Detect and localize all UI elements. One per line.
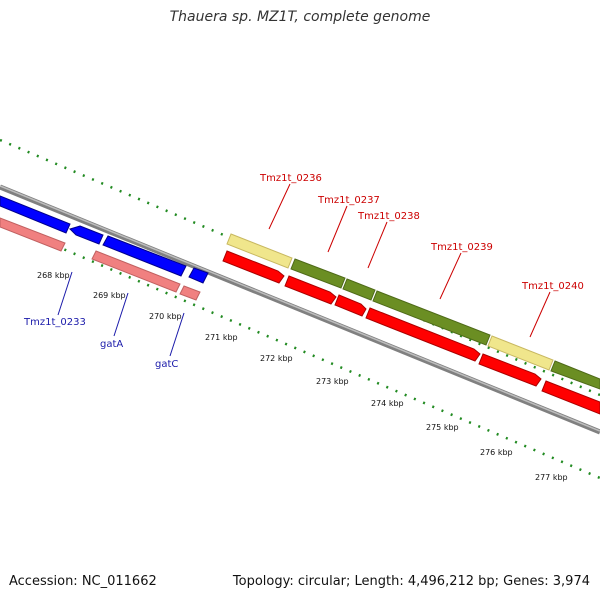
gene-label[interactable]: gatC xyxy=(155,359,178,370)
gene-label[interactable]: Tmz1t_0236 xyxy=(259,173,322,184)
gene-label[interactable]: Tmz1t_0239 xyxy=(430,242,493,253)
ruler-label: 270 kbp xyxy=(149,312,182,321)
cds-feature[interactable] xyxy=(226,233,293,269)
reverse-genes xyxy=(0,195,209,301)
cds-feature[interactable] xyxy=(372,290,491,346)
position-ruler: 268 kbp 269 kbp 270 kbp 271 kbp 272 kbp … xyxy=(37,271,568,482)
forward-gene-labels: Tmz1t_0236 Tmz1t_0237 Tmz1t_0238 Tmz1t_0… xyxy=(259,173,584,338)
gene-label[interactable]: Tmz1t_0233 xyxy=(23,317,86,328)
gene-label[interactable]: Tmz1t_0237 xyxy=(317,195,380,206)
gene-arrow[interactable] xyxy=(0,195,71,234)
ruler-label: 269 kbp xyxy=(93,291,126,300)
ruler-label: 274 kbp xyxy=(371,399,404,408)
reverse-gene-labels: Tmz1t_0233 gatA gatC xyxy=(23,271,185,370)
cds-feature[interactable] xyxy=(550,360,600,390)
gene-arrow[interactable] xyxy=(334,294,367,317)
gene-arrow[interactable] xyxy=(222,250,285,284)
cds-feature[interactable] xyxy=(290,258,346,289)
rna-feature[interactable] xyxy=(0,217,66,252)
genome-summary: Topology: circular; Length: 4,496,212 bp… xyxy=(232,574,590,589)
gene-label[interactable]: Tmz1t_0240 xyxy=(521,281,584,292)
ruler-label: 272 kbp xyxy=(260,354,293,363)
ruler-label: 277 kbp xyxy=(535,473,568,482)
ruler-label: 275 kbp xyxy=(426,423,459,432)
genome-backbone xyxy=(0,184,600,435)
gene-arrow[interactable] xyxy=(478,353,542,387)
ruler-label: 276 kbp xyxy=(480,448,513,457)
cds-feature[interactable] xyxy=(487,335,554,371)
forward-genes xyxy=(222,233,600,415)
gene-arrow[interactable] xyxy=(365,307,481,362)
gene-arrow[interactable] xyxy=(102,235,187,277)
cds-feature[interactable] xyxy=(342,278,376,301)
gene-arrow[interactable] xyxy=(541,380,600,415)
ruler-label: 271 kbp xyxy=(205,333,238,342)
rna-feature[interactable] xyxy=(179,285,201,301)
rna-feature[interactable] xyxy=(91,250,181,293)
map-title: Thauera sp. MZ1T, complete genome xyxy=(169,9,431,25)
gene-arrow[interactable] xyxy=(188,267,209,284)
gene-arrow[interactable] xyxy=(284,275,337,305)
accession-info: Accession: NC_011662 xyxy=(9,574,157,589)
gene-label[interactable]: gatA xyxy=(100,339,123,350)
gene-label[interactable]: Tmz1t_0238 xyxy=(357,211,420,222)
ruler-label: 273 kbp xyxy=(316,377,349,386)
ruler-label: 268 kbp xyxy=(37,271,70,280)
gene-arrow[interactable] xyxy=(69,225,104,245)
